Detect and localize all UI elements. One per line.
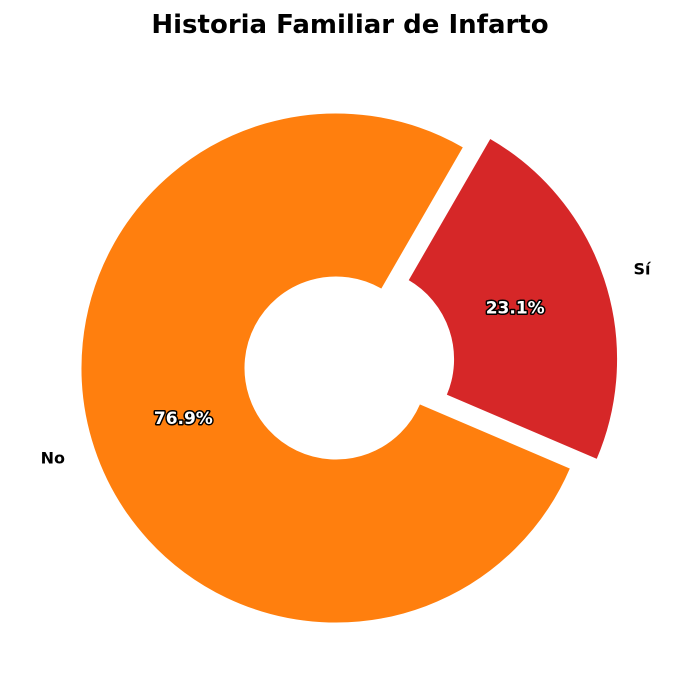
category-label-si: Sí (634, 259, 653, 278)
category-label-no: No (41, 449, 65, 468)
percent-label-no: 76.9% (154, 409, 213, 429)
percent-label-si: 23.1% (486, 298, 545, 318)
chart-title: Historia Familiar de Infarto (151, 10, 549, 40)
pie-slice-si (407, 137, 619, 461)
pie-slice-no (80, 112, 572, 624)
